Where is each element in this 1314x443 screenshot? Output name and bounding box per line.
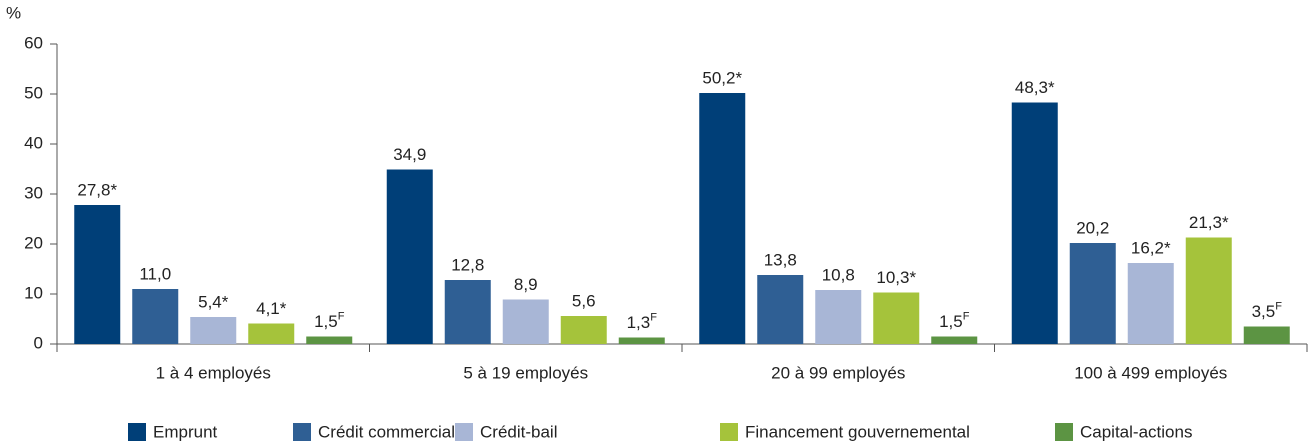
legend-label: Capital-actions — [1080, 422, 1192, 441]
data-label: 1,5F — [939, 310, 970, 331]
bar — [1185, 237, 1232, 344]
x-tick-label: 1 à 4 employés — [156, 363, 271, 382]
y-tick-label: 40 — [24, 133, 43, 152]
data-label: 21,3* — [1189, 213, 1229, 232]
legend-swatch — [128, 423, 146, 441]
data-label: 1,5F — [314, 310, 345, 331]
bar — [1127, 263, 1174, 344]
data-label: 1,3F — [627, 311, 658, 332]
legend-swatch — [720, 423, 738, 441]
bar — [815, 290, 862, 344]
x-tick-label: 100 à 499 employés — [1074, 363, 1227, 382]
data-label: 10,8 — [822, 265, 855, 284]
bar — [931, 336, 978, 344]
bar — [1243, 326, 1290, 344]
data-label: 8,9 — [514, 275, 538, 294]
legend-swatch — [1055, 423, 1073, 441]
x-tick-label: 5 à 19 employés — [463, 363, 588, 382]
x-tick-label: 20 à 99 employés — [771, 363, 905, 382]
legend-label: Emprunt — [153, 422, 218, 441]
data-label: 50,2* — [702, 68, 742, 87]
legend-label: Crédit commercial — [318, 422, 455, 441]
data-label: 12,8 — [451, 255, 484, 274]
data-label: 27,8* — [77, 180, 117, 199]
data-label: 13,8 — [764, 250, 797, 269]
legend-swatch — [455, 423, 473, 441]
y-tick-label: 60 — [24, 33, 43, 52]
data-label: 16,2* — [1131, 238, 1171, 257]
legend-swatch — [293, 423, 311, 441]
data-label: 4,1* — [256, 299, 287, 318]
y-tick-label: 50 — [24, 83, 43, 102]
bar — [699, 93, 746, 344]
bar — [386, 169, 433, 344]
data-label: 3,5F — [1252, 300, 1283, 321]
y-tick-label: 20 — [24, 233, 43, 252]
bar — [618, 337, 665, 344]
bar — [444, 280, 491, 344]
data-label: 20,2 — [1076, 218, 1109, 237]
y-axis-label: % — [6, 3, 21, 22]
bar — [873, 292, 920, 344]
legend-label: Financement gouvernemental — [745, 422, 970, 441]
legend-label: Crédit-bail — [480, 422, 557, 441]
bar — [132, 289, 179, 344]
bar — [757, 275, 804, 344]
bar — [74, 205, 121, 344]
bar — [1011, 102, 1058, 344]
bar — [190, 317, 237, 344]
data-label: 10,3* — [876, 268, 916, 287]
bar — [560, 316, 607, 344]
bar — [1069, 243, 1116, 344]
data-label: 34,9 — [393, 145, 426, 164]
data-label: 5,6 — [572, 291, 596, 310]
y-tick-label: 0 — [34, 333, 43, 352]
data-label: 48,3* — [1015, 78, 1055, 97]
bar — [248, 323, 295, 344]
bar — [306, 336, 353, 344]
y-tick-label: 10 — [24, 283, 43, 302]
bar — [502, 299, 549, 344]
data-label: 5,4* — [198, 292, 229, 311]
y-tick-label: 30 — [24, 183, 43, 202]
data-label: 11,0 — [139, 264, 171, 283]
